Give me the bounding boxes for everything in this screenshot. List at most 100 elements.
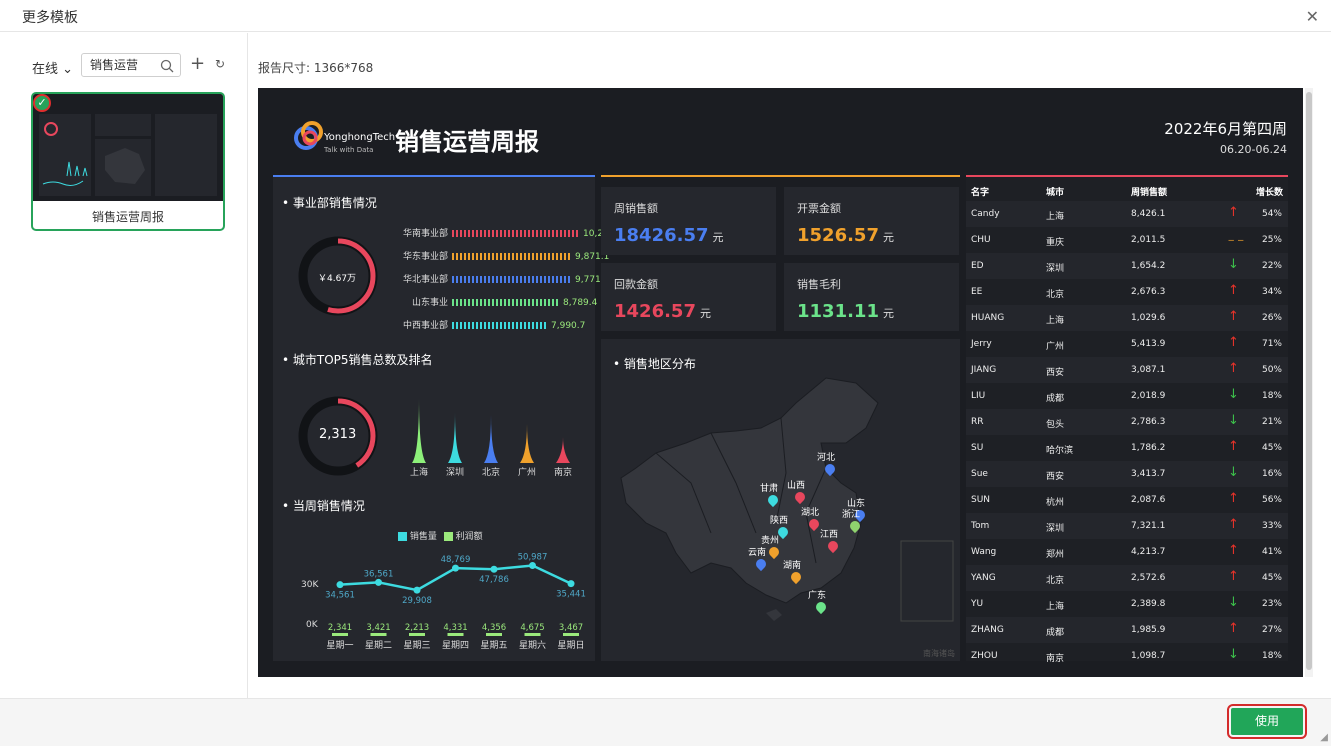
table-row: EE 北京 2,676.3 ↑ 34% — [966, 279, 1288, 305]
dept-value: 8,789.4 — [563, 298, 598, 308]
kpi-value: 1131.11 元 — [797, 301, 894, 322]
dept-name: 华东事业部 — [402, 252, 448, 262]
map-city-label: 贵州 — [761, 536, 780, 546]
cell-sales: 8,426.1 — [1131, 209, 1166, 219]
top5-ring — [298, 396, 378, 476]
table-row: CHU 重庆 2,011.5 ‒ ‒ 25% — [966, 227, 1288, 253]
cell-sales: 4,213.7 — [1131, 547, 1166, 557]
kpi-number: 1526.57 — [797, 225, 879, 246]
cell-growth: 21% — [1261, 417, 1282, 427]
kpi-unit: 元 — [699, 307, 711, 320]
dept-name: 华南事业部 — [402, 229, 448, 239]
top5-city: 广州 — [518, 466, 536, 478]
sales-label: 29,908 — [402, 596, 432, 606]
col-sales: 周销售额 — [1131, 188, 1168, 198]
cell-name: HUANG — [971, 313, 1005, 323]
table-row: Candy 上海 8,426.1 ↑ 54% — [966, 201, 1288, 227]
cell-name: Sue — [971, 469, 988, 479]
arrow-down-icon: ↓ — [1228, 465, 1239, 480]
profit-label: 4,356 — [482, 623, 506, 633]
dept-bar — [452, 299, 560, 306]
close-icon[interactable]: ✕ — [1305, 7, 1319, 26]
cell-sales: 3,087.1 — [1131, 365, 1166, 375]
top5-city: 上海 — [410, 466, 428, 478]
kpi-label: 开票金额 — [797, 202, 841, 215]
kpi-label: 周销售额 — [614, 202, 658, 215]
map-section-title: • 销售地区分布 — [613, 357, 696, 371]
refresh-icon[interactable]: ↻ — [215, 57, 226, 71]
cell-city: 深圳 — [1046, 524, 1065, 534]
dept-row: 山东事业 8,789.4 — [398, 295, 597, 308]
kpi-unit: 元 — [882, 307, 894, 320]
arrow-up-icon: ↑ — [1228, 569, 1239, 584]
sales-point — [413, 586, 421, 594]
dept-row: 中西事业部 7,990.7 — [398, 318, 585, 331]
table-row: SU 哈尔滨 1,786.2 ↑ 45% — [966, 435, 1288, 461]
table-row: RR 包头 2,786.3 ↓ 21% — [966, 409, 1288, 435]
table-row: SUN 杭州 2,087.6 ↑ 56% — [966, 487, 1288, 513]
cell-growth: 45% — [1261, 573, 1282, 583]
profit-bar — [409, 633, 425, 636]
report-week: 2022年6月第四周 — [1164, 120, 1287, 138]
cell-growth: 23% — [1261, 599, 1282, 609]
template-card[interactable]: ✓ 销售运营周报 — [31, 92, 225, 231]
cell-sales: 1,786.2 — [1131, 443, 1166, 453]
template-name: 销售运营周报 — [91, 210, 164, 224]
day-label: 星期六 — [519, 639, 546, 651]
report-preview: YonghongTech Talk with Data 销售运营周报 2022年… — [258, 88, 1303, 677]
sales-point — [336, 581, 344, 589]
add-icon[interactable]: + — [190, 53, 206, 74]
resize-grip-icon[interactable]: ◢ — [1320, 732, 1328, 743]
arrow-up-icon: ↑ — [1228, 543, 1239, 558]
map-title-text: 销售地区分布 — [623, 357, 696, 371]
cell-sales: 2,676.3 — [1131, 287, 1166, 297]
template-thumbnail — [33, 94, 223, 201]
top5-title-text: 城市TOP5销售总数及排名 — [292, 353, 433, 367]
use-button[interactable]: 使用 — [1227, 704, 1307, 739]
cell-city: 西安 — [1046, 472, 1065, 482]
kpi-label: 回款金额 — [614, 278, 658, 291]
map-city-label: 甘肃 — [760, 484, 779, 494]
mode-select[interactable]: 在线 ⌄ — [32, 58, 73, 77]
profit-bar — [563, 633, 579, 636]
cell-sales: 3,413.7 — [1131, 469, 1166, 479]
sales-label: 36,561 — [364, 569, 394, 579]
day-label: 星期日 — [557, 640, 584, 651]
top5-section-title: • 城市TOP5销售总数及排名 — [282, 353, 433, 367]
map-city-label: 山西 — [787, 481, 806, 491]
cell-growth: 25% — [1261, 235, 1282, 245]
kpi-card: 销售毛利 1131.11 元 — [784, 263, 959, 331]
cell-name: Tom — [971, 521, 990, 531]
map-city-label: 河北 — [817, 453, 836, 463]
profit-bar — [486, 633, 502, 636]
week-chart: 34,561 2,341 星期一 36,561 3,421 星期二 29,908 2,213 星… — [325, 553, 586, 651]
cell-growth: 22% — [1261, 261, 1282, 271]
top5-chart: 上海 深圳 北京 广州 南京 — [410, 398, 572, 478]
dept-name: 华北事业部 — [402, 275, 448, 285]
top5-spike — [556, 437, 570, 463]
sales-label: 34,561 — [325, 591, 355, 601]
cell-name: ZHANG — [971, 625, 1004, 635]
map-watermark: 南海诸岛 — [923, 649, 955, 658]
cell-city: 上海 — [1046, 602, 1065, 612]
search-input[interactable]: 销售运营 — [81, 53, 181, 77]
dept-bar — [452, 230, 580, 237]
table-row: ZHOU 南京 1,098.7 ↓ 18% — [966, 643, 1288, 669]
kpi-unit: 元 — [882, 231, 894, 244]
cell-sales: 2,011.5 — [1131, 235, 1166, 245]
cell-growth: 27% — [1261, 625, 1282, 635]
report-scrollbar-thumb[interactable] — [1306, 92, 1312, 670]
cell-growth: 56% — [1261, 495, 1282, 505]
kpi-card: 周销售额 18426.57 元 — [601, 187, 776, 255]
cell-city: 西安 — [1046, 368, 1065, 378]
kpi-card: 回款金额 1426.57 元 — [601, 263, 776, 331]
sales-label: 48,769 — [441, 555, 471, 565]
top5-spike — [412, 398, 426, 463]
kpi-number: 1131.11 — [797, 301, 879, 322]
profit-label: 2,341 — [328, 623, 352, 633]
dept-total: ￥4.67万 — [318, 274, 357, 284]
dept-value: 7,990.7 — [551, 321, 586, 331]
sales-label: 50,987 — [518, 553, 548, 563]
table-row: ED 深圳 1,654.2 ↓ 22% — [966, 253, 1288, 279]
search-icon[interactable] — [160, 58, 174, 77]
